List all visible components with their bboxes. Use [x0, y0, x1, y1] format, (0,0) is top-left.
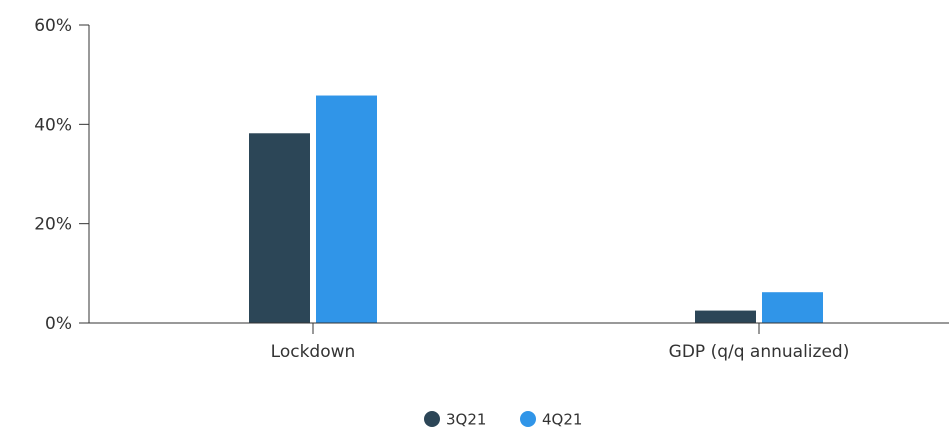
legend-swatch	[520, 411, 536, 427]
bar-3q21-lockdown	[249, 133, 310, 323]
legend-swatch	[424, 411, 440, 427]
y-tick-label: 60%	[34, 16, 72, 36]
y-tick-label: 0%	[45, 314, 72, 334]
bar-4q21-gdp-q-q-annualized	[762, 292, 823, 323]
bars	[249, 95, 823, 323]
x-tick-label: GDP (q/q annualized)	[669, 342, 850, 362]
y-tick-label: 40%	[34, 115, 72, 135]
legend-label: 4Q21	[542, 411, 582, 427]
legend: 3Q21 4Q21	[424, 411, 582, 427]
x-tick-label: Lockdown	[271, 342, 356, 362]
x-axis: Lockdown GDP (q/q annualized)	[89, 322, 949, 362]
bar-3q21-gdp-q-q-annualized	[695, 310, 756, 323]
y-axis: 0% 20% 40% 60%	[34, 16, 90, 334]
bar-4q21-lockdown	[316, 95, 377, 323]
legend-label: 3Q21	[446, 411, 486, 427]
y-tick-label: 20%	[34, 215, 72, 235]
